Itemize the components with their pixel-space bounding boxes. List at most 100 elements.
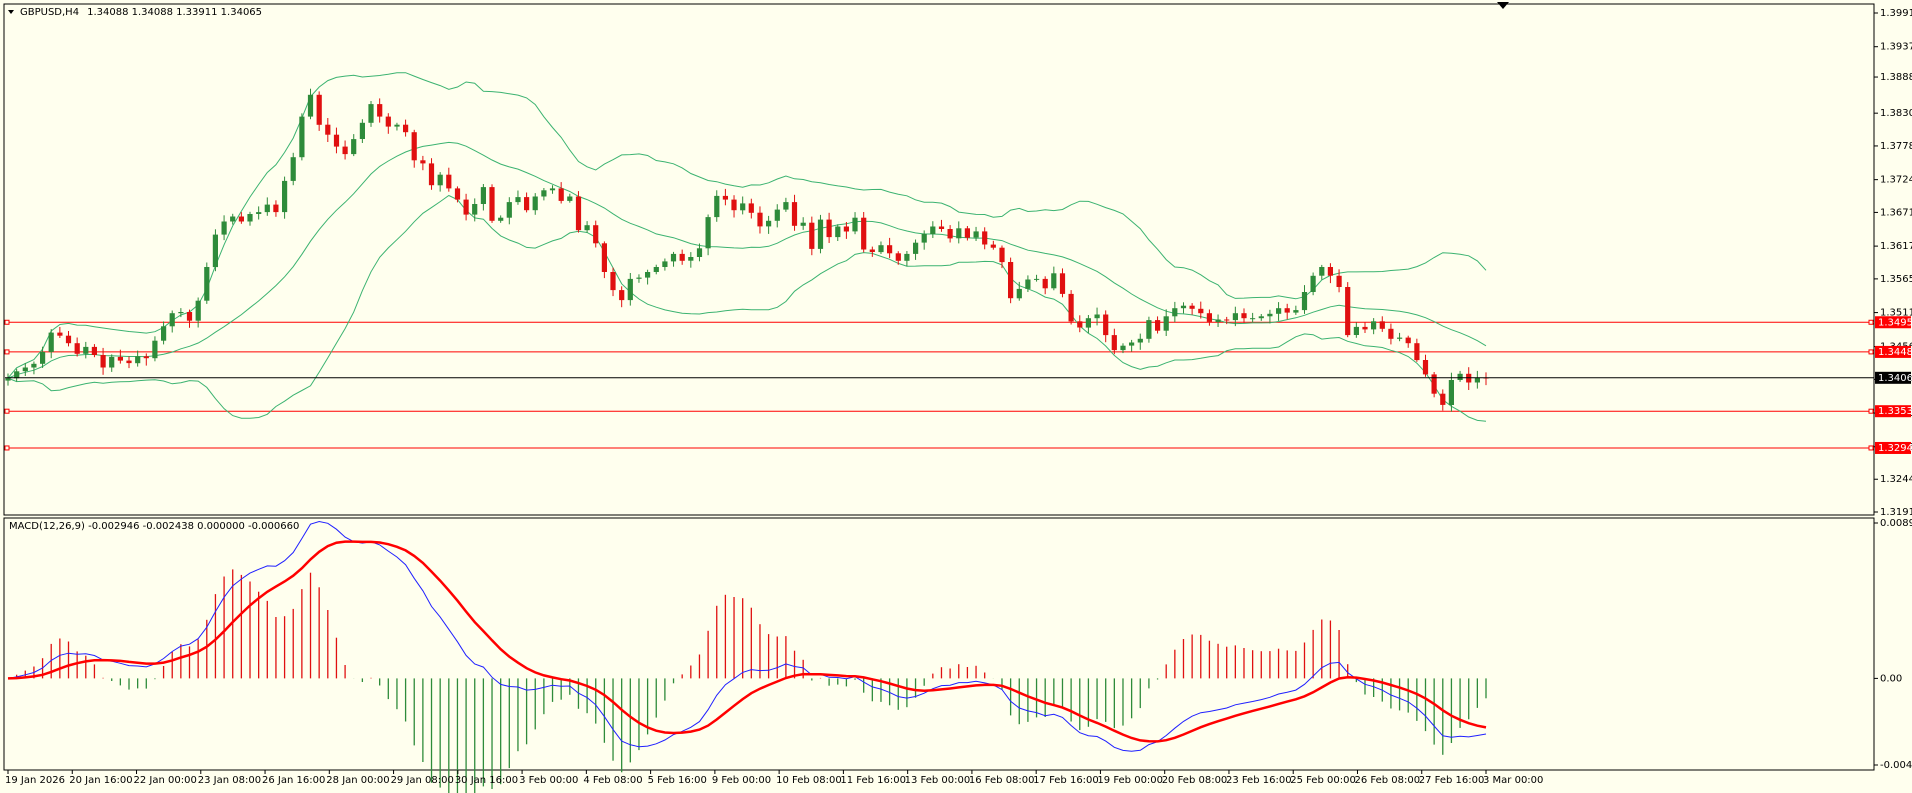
level-handle-left[interactable] bbox=[4, 445, 10, 451]
level-handle-left[interactable] bbox=[4, 408, 10, 414]
candle-body bbox=[1172, 308, 1178, 317]
candle-body bbox=[653, 267, 659, 272]
candle-body bbox=[1206, 313, 1212, 322]
candle-body bbox=[895, 253, 901, 261]
candle-body bbox=[636, 277, 642, 279]
candle-body bbox=[428, 163, 435, 186]
candle-body bbox=[593, 225, 599, 244]
candle-body bbox=[40, 351, 46, 364]
candle-body bbox=[982, 231, 988, 245]
candle-body bbox=[316, 94, 322, 125]
candle-body bbox=[766, 220, 772, 227]
level-handle-right[interactable] bbox=[1868, 319, 1874, 325]
candle-body bbox=[480, 187, 486, 204]
bb-middle-line bbox=[7, 141, 1487, 379]
candle-body bbox=[714, 195, 720, 218]
level-price-tag bbox=[1875, 345, 1911, 358]
candle-body bbox=[964, 228, 970, 238]
shift-marker-icon[interactable] bbox=[1497, 2, 1509, 9]
candle-body bbox=[921, 233, 927, 243]
candle-body bbox=[696, 248, 703, 257]
candle-body bbox=[1198, 308, 1204, 314]
level-handle-right[interactable] bbox=[1868, 349, 1874, 355]
candle-body bbox=[1267, 313, 1273, 317]
time-tick-label: 29 Jan 08:00 bbox=[391, 775, 454, 786]
candle-body bbox=[1094, 314, 1100, 319]
time-tick-label: 17 Feb 16:00 bbox=[1033, 775, 1099, 786]
level-handle-right[interactable] bbox=[1868, 445, 1874, 451]
candle-body bbox=[670, 253, 677, 262]
candle-body bbox=[31, 363, 37, 368]
candle-body bbox=[454, 188, 461, 200]
candle-body bbox=[1448, 380, 1454, 405]
macd-lines bbox=[7, 520, 1487, 752]
time-tick-label: 25 Feb 00:00 bbox=[1290, 775, 1356, 786]
candle-body bbox=[204, 267, 210, 301]
candle-body bbox=[83, 346, 89, 354]
price-tick-label: 1.38884 bbox=[1880, 72, 1912, 83]
candle-body bbox=[65, 335, 72, 344]
candle-body bbox=[1250, 318, 1256, 320]
candle-body bbox=[973, 231, 979, 238]
candle-body bbox=[273, 204, 279, 213]
candle-body bbox=[817, 219, 824, 249]
time-tick-label: 10 Feb 08:00 bbox=[776, 775, 842, 786]
time-tick-label: 28 Jan 00:00 bbox=[326, 775, 389, 786]
candle-body bbox=[1025, 279, 1031, 289]
candle-body bbox=[1016, 288, 1022, 299]
candle-body bbox=[722, 195, 728, 200]
candle-body bbox=[1258, 316, 1264, 319]
candle-body bbox=[558, 188, 564, 201]
candle-body bbox=[1284, 308, 1290, 313]
symbol-dropdown-icon[interactable] bbox=[8, 10, 14, 14]
candle-body bbox=[377, 104, 383, 117]
candle-body bbox=[117, 356, 123, 361]
candle-body bbox=[91, 346, 97, 355]
candle-body bbox=[740, 203, 746, 211]
candle-body bbox=[299, 116, 305, 158]
candle-body bbox=[1457, 373, 1463, 380]
candle-body bbox=[887, 245, 893, 254]
time-tick-label: 22 Jan 00:00 bbox=[134, 775, 197, 786]
candle-body bbox=[74, 343, 80, 354]
candle-body bbox=[515, 197, 521, 203]
level-handle-left[interactable] bbox=[4, 319, 10, 325]
candle-body bbox=[385, 116, 391, 127]
candle-body bbox=[342, 146, 348, 155]
candle-body bbox=[1232, 313, 1238, 321]
candle-body bbox=[368, 104, 374, 123]
candle-body bbox=[1293, 310, 1299, 313]
candle-body bbox=[1034, 278, 1040, 280]
ohlc-values: 1.34088 1.34088 1.33911 1.34065 bbox=[87, 7, 262, 18]
candle-body bbox=[1180, 305, 1187, 309]
candle-body bbox=[774, 209, 780, 221]
candle-body bbox=[584, 225, 590, 231]
price-tick-label: 1.37240 bbox=[1880, 175, 1912, 186]
candle-body bbox=[1008, 262, 1014, 299]
candle-body bbox=[947, 229, 953, 239]
macd-signal-line bbox=[7, 540, 1487, 743]
time-tick-label: 19 Feb 00:00 bbox=[1097, 775, 1163, 786]
candle-body bbox=[1310, 275, 1316, 292]
candle-body bbox=[938, 226, 945, 229]
candle-body bbox=[446, 174, 452, 189]
candle-body bbox=[1068, 293, 1074, 322]
bb-upper-line bbox=[7, 72, 1487, 379]
time-tick-label: 3 Mar 00:00 bbox=[1483, 775, 1543, 786]
candle-body bbox=[1042, 278, 1048, 289]
candle-body bbox=[999, 247, 1005, 263]
candle-body bbox=[869, 249, 875, 252]
macd-tick-label: 0.00 bbox=[1880, 673, 1902, 684]
time-tick-label: 9 Feb 00:00 bbox=[712, 775, 771, 786]
candle-body bbox=[256, 212, 262, 214]
level-handle-left[interactable] bbox=[4, 349, 10, 355]
candle-body bbox=[1241, 313, 1247, 319]
time-tick-label: 20 Jan 16:00 bbox=[69, 775, 132, 786]
candle-body bbox=[601, 243, 607, 272]
level-handle-right[interactable] bbox=[1868, 408, 1874, 414]
level-price-tag bbox=[1875, 441, 1911, 454]
candle-body bbox=[1163, 316, 1169, 331]
candle-body bbox=[1336, 275, 1342, 287]
candle-body bbox=[1051, 273, 1057, 289]
